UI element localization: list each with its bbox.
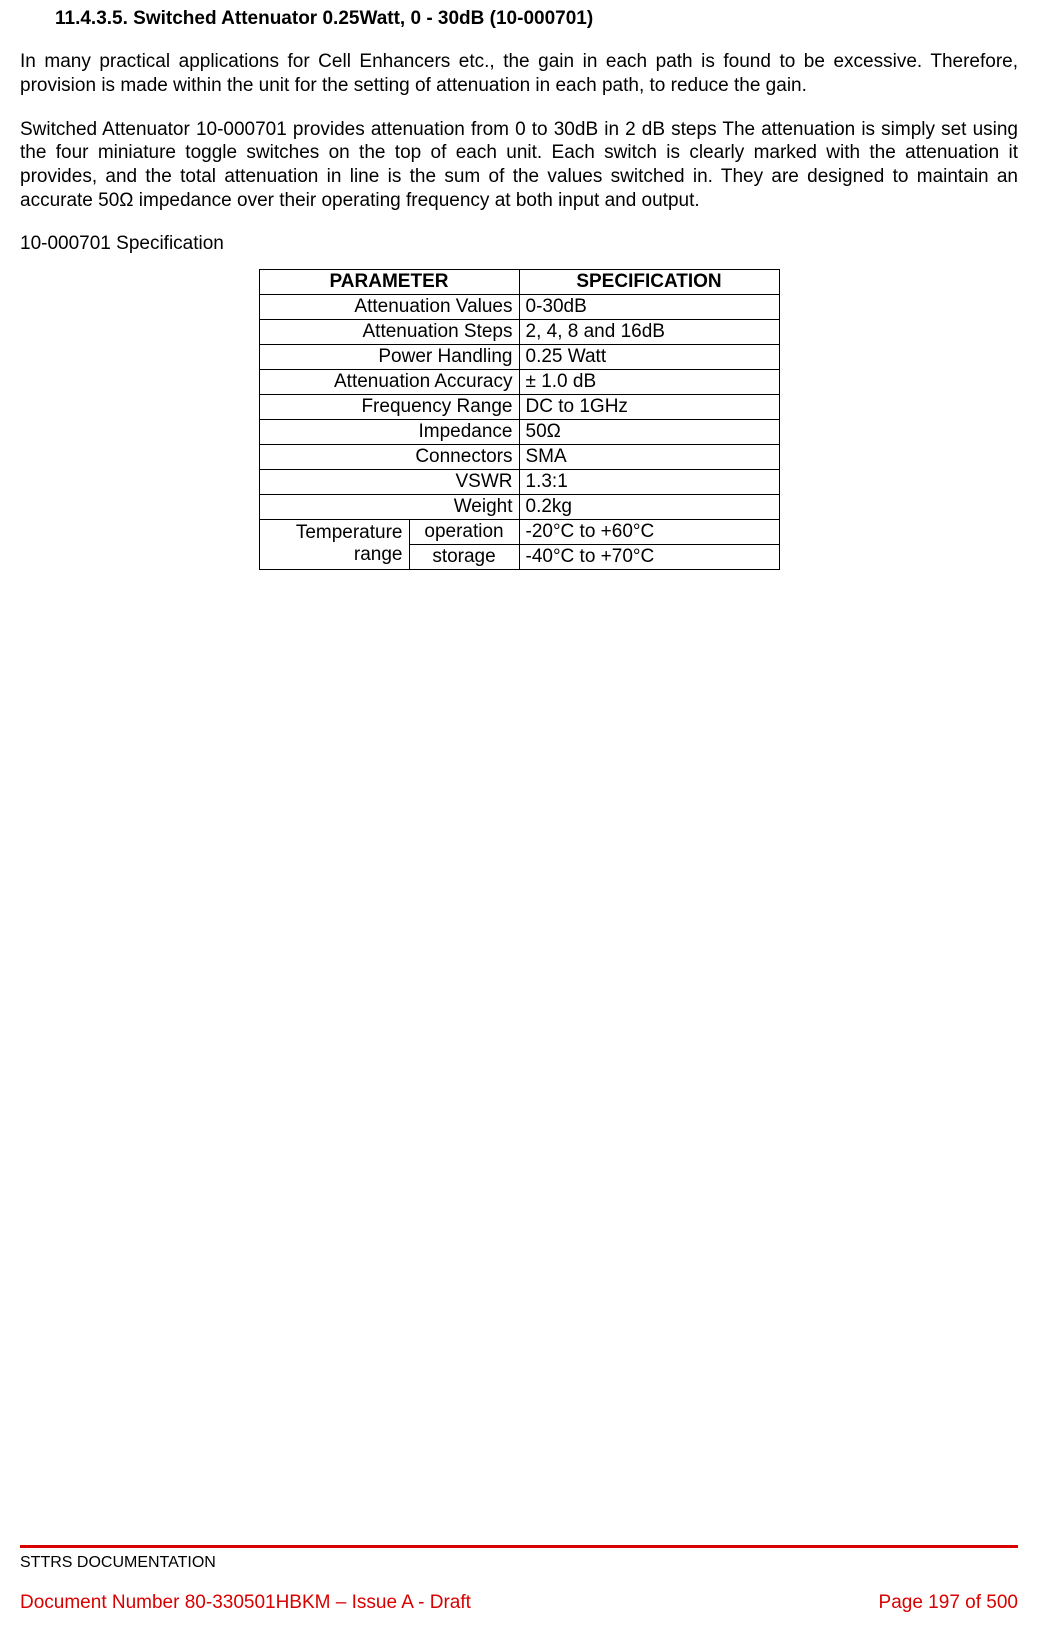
table-row: Frequency RangeDC to 1GHz [259,394,779,419]
footer-doc-number: Document Number 80-330501HBKM – Issue A … [20,1592,471,1614]
param-cell: Power Handling [259,344,519,369]
table-row: Temperature range operation -20°C to +60… [259,519,779,544]
param-cell: Attenuation Steps [259,319,519,344]
footer-page-number: Page 197 of 500 [879,1592,1018,1614]
param-cell: Weight [259,494,519,519]
page: 11.4.3.5. Switched Attenuator 0.25Watt, … [0,0,1038,1636]
spec-cell: ± 1.0 dB [519,369,779,394]
table-row: ConnectorsSMA [259,444,779,469]
spec-table: PARAMETER SPECIFICATION Attenuation Valu… [259,269,780,570]
spec-cell: -20°C to +60°C [519,519,779,544]
table-row: Weight0.2kg [259,494,779,519]
temp-range-label: Temperature range [259,519,409,569]
header-specification: SPECIFICATION [519,269,779,294]
footer-divider [20,1545,1018,1548]
spec-cell: -40°C to +70°C [519,544,779,569]
param-cell: Attenuation Accuracy [259,369,519,394]
spec-cell: 0.25 Watt [519,344,779,369]
spec-title: 10-000701 Specification [20,233,1018,255]
spec-cell: 0-30dB [519,294,779,319]
table-row: Attenuation Values0-30dB [259,294,779,319]
spec-cell: 50Ω [519,419,779,444]
section-heading: 11.4.3.5. Switched Attenuator 0.25Watt, … [55,8,1018,30]
temp-sub-cell: operation [409,519,519,544]
footer-title: STTRS DOCUMENTATION [20,1554,1018,1572]
temp-sub-cell: storage [409,544,519,569]
spec-cell: SMA [519,444,779,469]
table-header-row: PARAMETER SPECIFICATION [259,269,779,294]
footer-row: Document Number 80-330501HBKM – Issue A … [20,1592,1018,1614]
param-cell: VSWR [259,469,519,494]
paragraph-1: In many practical applications for Cell … [20,50,1018,98]
param-cell: Attenuation Values [259,294,519,319]
paragraph-2: Switched Attenuator 10-000701 provides a… [20,118,1018,213]
header-parameter: PARAMETER [259,269,519,294]
param-cell: Impedance [259,419,519,444]
table-row: Impedance50Ω [259,419,779,444]
spec-cell: 2, 4, 8 and 16dB [519,319,779,344]
spec-cell: DC to 1GHz [519,394,779,419]
spec-cell: 0.2kg [519,494,779,519]
table-row: Power Handling0.25 Watt [259,344,779,369]
table-row: VSWR1.3:1 [259,469,779,494]
page-footer: STTRS DOCUMENTATION Document Number 80-3… [0,1545,1038,1614]
param-cell: Frequency Range [259,394,519,419]
table-row: Attenuation Accuracy± 1.0 dB [259,369,779,394]
table-row: Attenuation Steps2, 4, 8 and 16dB [259,319,779,344]
spec-cell: 1.3:1 [519,469,779,494]
param-cell: Connectors [259,444,519,469]
